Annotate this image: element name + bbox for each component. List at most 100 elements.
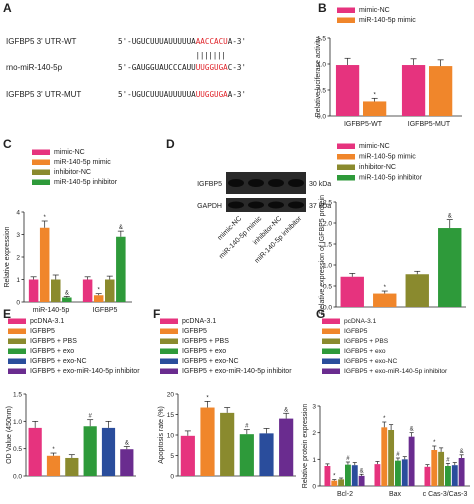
significance-marker: # bbox=[446, 457, 450, 463]
blot-band bbox=[288, 179, 304, 187]
legend-swatch bbox=[160, 358, 178, 364]
blot-band bbox=[268, 179, 284, 187]
legend-label: inhibitor-NC bbox=[54, 169, 91, 176]
legend-swatch bbox=[322, 338, 340, 344]
sequence-prefix: 5'-UGUCUUUAUUUUUA bbox=[118, 37, 196, 46]
bar bbox=[39, 227, 50, 302]
bar bbox=[259, 433, 274, 476]
y-tick-label: 1.0 bbox=[317, 62, 326, 69]
y-tick-label: 4 bbox=[16, 210, 20, 217]
bar bbox=[340, 276, 364, 307]
significance-marker: & bbox=[125, 440, 129, 446]
legend-swatch bbox=[160, 328, 178, 334]
sequence-label: IGFBP5 3' UTR-MUT bbox=[6, 90, 81, 99]
y-tick-label: 1.0 bbox=[323, 263, 332, 270]
legend-swatch bbox=[322, 358, 340, 364]
y-tick-label: 0 bbox=[312, 484, 316, 491]
legend-label: miR-140-5p inhibitor bbox=[54, 179, 118, 186]
bar bbox=[401, 459, 408, 486]
legend-label: IGFBP5 + exo bbox=[344, 348, 386, 355]
sequence-text: 5'-UGUCUUUAUUUUUAAACCACUA-3' bbox=[118, 37, 246, 46]
bar bbox=[65, 457, 79, 476]
bar bbox=[351, 465, 358, 486]
legend-label: miR-140-5p mimic bbox=[359, 17, 416, 24]
y-tick-label: 2.5 bbox=[323, 200, 332, 207]
bar bbox=[395, 460, 401, 486]
significance-marker: & bbox=[448, 214, 452, 220]
legend-swatch bbox=[337, 164, 355, 170]
bar bbox=[220, 412, 235, 476]
bar bbox=[82, 279, 93, 302]
significance-marker: * bbox=[384, 285, 387, 291]
sequence-suffix: A-3' bbox=[228, 90, 246, 99]
bar bbox=[445, 466, 451, 486]
bar bbox=[324, 466, 331, 486]
blot-band bbox=[228, 179, 244, 187]
y-tick-label: 0 bbox=[16, 300, 20, 307]
bar bbox=[405, 274, 429, 307]
legend-label: IGFBP5 + exo-NC bbox=[182, 358, 239, 365]
legend-label: miR-140-5p inhibitor bbox=[359, 175, 423, 182]
bar bbox=[424, 466, 431, 486]
x-tick-label: IGFBP5 bbox=[93, 307, 118, 314]
bar bbox=[101, 427, 116, 476]
sequence-seed-region: UUGGUGA bbox=[196, 63, 228, 72]
blot-membrane bbox=[226, 172, 306, 194]
legend-label: IGFBP5 + exo-NC bbox=[344, 358, 398, 365]
legend-swatch bbox=[32, 179, 50, 185]
bar bbox=[279, 418, 294, 476]
bar bbox=[46, 455, 61, 476]
bar bbox=[331, 480, 338, 486]
bar bbox=[438, 228, 462, 307]
blot-band bbox=[228, 201, 244, 209]
legend-label: IGFBP5 + exo-miR-140-5p inhibitor bbox=[344, 368, 448, 375]
significance-marker: & bbox=[65, 290, 69, 296]
significance-marker: & bbox=[360, 468, 364, 474]
legend-swatch bbox=[160, 368, 178, 374]
y-tick-label: 0.0 bbox=[323, 305, 332, 312]
bar bbox=[28, 279, 39, 302]
legend-label: IGFBP5 + PBS bbox=[30, 338, 77, 345]
legend-label: IGFBP5 + PBS bbox=[182, 338, 229, 345]
blot-size-label: 37 kDa bbox=[309, 203, 331, 210]
blot-band bbox=[248, 179, 264, 187]
bar bbox=[358, 475, 365, 486]
bar bbox=[51, 279, 61, 302]
chart-panel-e: 0.0 0.5 1.0 1.5OD Value (450nm) * # & pcDNA-3.1… bbox=[6, 318, 140, 481]
blot-band bbox=[288, 201, 304, 209]
bar bbox=[374, 464, 381, 486]
legend-swatch bbox=[322, 368, 340, 374]
panel-letter-c: C bbox=[3, 137, 12, 151]
significance-marker: & bbox=[460, 449, 464, 455]
significance-marker: # bbox=[346, 456, 350, 462]
bar bbox=[431, 450, 438, 486]
bar bbox=[180, 435, 195, 476]
chart-panel-c: 0 1 2 3 4 Relative expression miR-140-5p IGFBP5… bbox=[4, 149, 132, 314]
sequence-text: 5'-GAUGGUAUCCCAUUUUGGUGAC-3' bbox=[118, 63, 246, 72]
y-tick-label: 1.0 bbox=[13, 419, 22, 426]
legend-swatch bbox=[8, 338, 26, 344]
y-tick-label: 0.5 bbox=[13, 446, 22, 453]
legend-swatch bbox=[8, 358, 26, 364]
legend-label: inhibitor-NC bbox=[359, 164, 396, 171]
bar bbox=[408, 436, 415, 486]
significance-marker: # bbox=[88, 414, 92, 420]
bar bbox=[388, 430, 395, 486]
sequence-seed-region: AACCACU bbox=[196, 37, 228, 46]
bar bbox=[200, 407, 215, 476]
bar bbox=[401, 65, 426, 116]
significance-marker: * bbox=[383, 416, 386, 422]
legend-label: mimic-NC bbox=[359, 7, 390, 14]
legend-swatch bbox=[8, 348, 26, 354]
significance-marker: * bbox=[52, 447, 55, 453]
x-tick-label: miR-140-5p bbox=[33, 307, 70, 314]
bar bbox=[83, 426, 97, 476]
y-tick-label: 1.5 bbox=[13, 392, 22, 399]
sequence-prefix: 5'-UGUCUUUAUUUUUA bbox=[118, 90, 196, 99]
y-tick-label: 2 bbox=[16, 255, 20, 262]
legend-swatch bbox=[160, 348, 178, 354]
significance-marker: & bbox=[284, 407, 288, 413]
bar bbox=[429, 66, 453, 116]
bar bbox=[451, 465, 458, 486]
